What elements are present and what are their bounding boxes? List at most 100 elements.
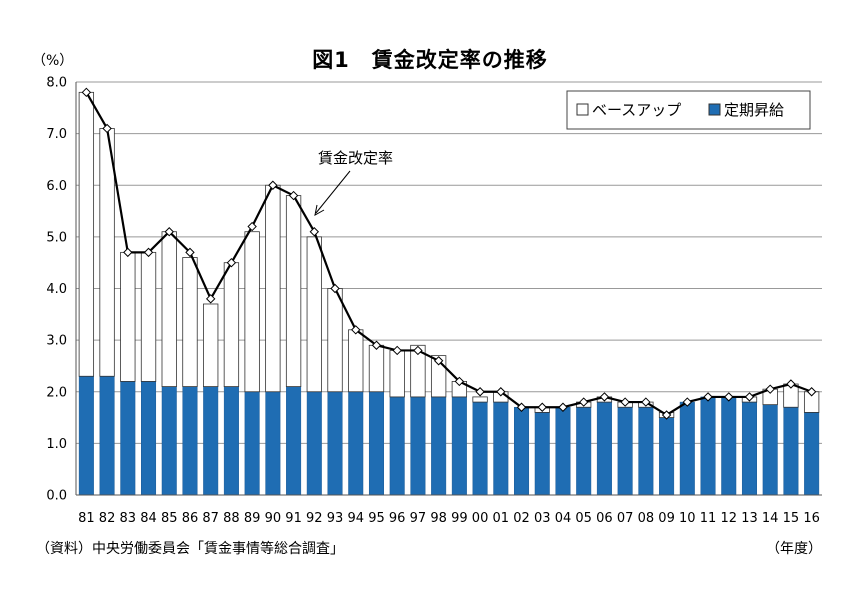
bar-teiki-shokyu: [265, 391, 281, 496]
axes: [75, 82, 822, 496]
x-tick-label: 88: [223, 511, 240, 526]
bar-base-up: [244, 231, 260, 393]
line-point: [765, 384, 775, 394]
bar-teiki-shokyu: [555, 406, 571, 496]
bar-teiki-shokyu: [203, 386, 219, 496]
x-tick-label: 00: [472, 511, 489, 526]
bar-teiki-shokyu: [576, 406, 592, 496]
bar-base-up: [306, 236, 322, 393]
bar-teiki-shokyu: [141, 381, 157, 496]
annotation-label: 賃金改定率: [318, 149, 393, 167]
x-tick-label: 86: [182, 511, 199, 526]
bar-teiki-shokyu: [659, 417, 675, 496]
x-tick-label: 99: [451, 511, 468, 526]
x-tick-label: 11: [700, 511, 717, 526]
x-tick-label: 07: [617, 511, 634, 526]
y-tick-label: 2.0: [46, 385, 67, 400]
x-tick-label: 01: [493, 511, 510, 526]
line-point: [371, 340, 382, 350]
line-point: [516, 402, 527, 412]
bar-teiki-shokyu: [120, 381, 136, 496]
bar-base-up: [389, 350, 405, 398]
bar-teiki-shokyu: [368, 391, 384, 496]
x-tick-label: 89: [244, 511, 261, 526]
line-point: [123, 247, 133, 258]
x-tick-label: 90: [265, 511, 282, 526]
x-tick-label: 84: [140, 511, 157, 526]
bar-teiki-shokyu: [783, 406, 799, 496]
x-tick-label: 85: [161, 511, 178, 526]
line-point: [661, 410, 672, 420]
bar-teiki-shokyu: [161, 386, 177, 496]
bar-base-up: [78, 91, 95, 377]
annotation-arrowhead: [314, 204, 325, 216]
y-tick-label: 6.0: [46, 179, 67, 194]
bar-teiki-shokyu: [721, 396, 737, 496]
line-point: [599, 392, 610, 402]
line-point: [682, 397, 693, 407]
line-point: [641, 397, 651, 407]
y-tick-label: 3.0: [46, 334, 67, 349]
line-point: [703, 392, 713, 402]
line-point: [578, 397, 589, 407]
x-tick-label: 87: [202, 511, 219, 526]
line-point: [268, 180, 278, 190]
line-point: [537, 402, 547, 412]
legend-box: [566, 90, 811, 130]
source-note: （資料）中央労働委員会「賃金事情等総合調査」: [36, 541, 344, 557]
x-tick-label: 10: [679, 511, 696, 526]
line-point: [496, 387, 506, 397]
y-tick-label: 8.0: [46, 76, 67, 91]
x-tick-label: 03: [534, 511, 551, 526]
bar-teiki-shokyu: [327, 391, 343, 496]
x-tick-label: 16: [803, 511, 820, 526]
x-tick-label: 02: [513, 511, 530, 526]
x-tick-label: 91: [285, 511, 302, 526]
chart-title: 図1 賃金改定率の推移: [312, 48, 548, 72]
bar-base-up: [368, 344, 385, 393]
line-layer: [81, 87, 817, 420]
y-tick-label: 4.0: [46, 282, 67, 297]
x-tick-label: 96: [389, 511, 406, 526]
bar-teiki-shokyu: [762, 404, 778, 496]
line-point: [288, 190, 299, 201]
bar-teiki-shokyu: [741, 401, 757, 496]
x-tick-label: 98: [430, 511, 447, 526]
bar-teiki-shokyu: [804, 412, 820, 496]
bar-teiki-shokyu: [78, 376, 94, 496]
x-tick-labels: 81 82 83 84 85 86 87 88 89 90 91 92 93 94 95 96 97 98 99 00…: [78, 511, 820, 526]
bar-teiki-shokyu: [596, 401, 612, 496]
x-tick-label: 08: [638, 511, 655, 526]
bar-base-up: [182, 257, 198, 387]
bar-teiki-shokyu: [389, 396, 405, 496]
bar-teiki-shokyu: [451, 396, 467, 496]
bar-teiki-shokyu: [306, 391, 322, 496]
x-tick-label: 15: [783, 511, 800, 526]
x-axis-unit: （年度）: [766, 541, 822, 557]
bar-teiki-shokyu: [617, 406, 633, 496]
line-point: [309, 227, 320, 237]
x-tick-label: 81: [78, 511, 95, 526]
bar-teiki-shokyu: [286, 386, 302, 496]
bar-base-up: [161, 231, 177, 387]
bar-teiki-shokyu: [472, 401, 488, 496]
x-tick-label: 97: [410, 511, 427, 526]
line-point: [102, 123, 112, 134]
line-point: [620, 397, 630, 407]
bar-base-up: [285, 195, 302, 387]
x-tick-label: 82: [99, 511, 116, 526]
y-tick-label: 0.0: [46, 489, 67, 504]
annotation: 賃金改定率: [314, 149, 393, 216]
x-tick-label: 05: [575, 511, 592, 526]
line-point: [330, 283, 340, 294]
bar-teiki-shokyu: [410, 396, 426, 496]
bar-base-up: [410, 344, 426, 398]
x-tick-label: 92: [306, 511, 323, 526]
bar-teiki-shokyu: [348, 391, 364, 496]
line-point: [454, 376, 465, 387]
bar-teiki-shokyu: [431, 396, 447, 496]
x-tick-label: 09: [658, 511, 675, 526]
bar-base-up: [203, 303, 219, 387]
y-tick-label: 5.0: [46, 230, 67, 245]
legend-label: 定期昇給: [724, 101, 784, 119]
